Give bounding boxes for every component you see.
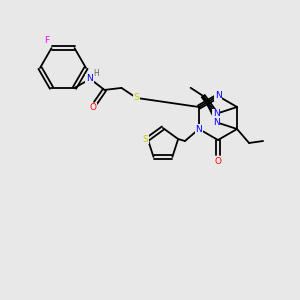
Text: F: F xyxy=(44,36,50,45)
Text: O: O xyxy=(89,103,96,112)
Text: N: N xyxy=(196,124,202,134)
Text: N: N xyxy=(213,109,220,118)
Text: N: N xyxy=(213,118,220,127)
Text: O: O xyxy=(214,157,221,166)
Text: S: S xyxy=(134,93,140,102)
Text: S: S xyxy=(143,135,148,144)
Text: N: N xyxy=(86,74,93,83)
Text: H: H xyxy=(94,69,99,78)
Text: N: N xyxy=(214,92,221,100)
